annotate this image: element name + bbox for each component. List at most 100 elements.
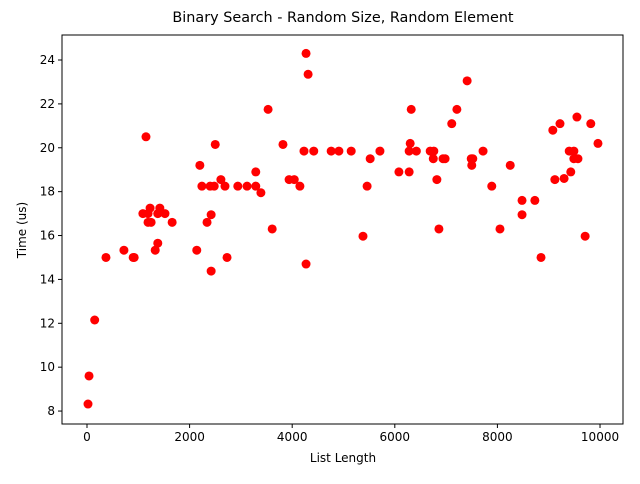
point bbox=[536, 252, 546, 262]
point bbox=[251, 167, 261, 177]
y-tick-label: 20 bbox=[40, 141, 55, 155]
point bbox=[346, 146, 356, 156]
point bbox=[233, 181, 243, 191]
point bbox=[428, 154, 438, 164]
point bbox=[222, 252, 232, 262]
y-axis-label: Time (us) bbox=[15, 202, 29, 259]
point bbox=[462, 76, 472, 86]
point bbox=[569, 146, 579, 156]
y-tick-label: 24 bbox=[40, 53, 55, 67]
y-tick-label: 14 bbox=[40, 272, 55, 286]
point bbox=[197, 181, 207, 191]
x-tick-label: 0 bbox=[83, 430, 91, 444]
point bbox=[195, 160, 205, 170]
point bbox=[468, 154, 478, 164]
point bbox=[411, 146, 421, 156]
point bbox=[167, 217, 177, 227]
point bbox=[206, 266, 216, 276]
axes-frame bbox=[61, 34, 624, 425]
x-tick-label: 10000 bbox=[581, 430, 619, 444]
point bbox=[447, 119, 457, 129]
y-tick-label: 12 bbox=[40, 316, 55, 330]
point bbox=[278, 139, 288, 149]
point bbox=[362, 181, 372, 191]
point bbox=[334, 146, 344, 156]
point bbox=[301, 259, 311, 269]
point bbox=[242, 181, 252, 191]
point bbox=[90, 315, 100, 325]
point bbox=[160, 209, 170, 219]
point bbox=[216, 175, 226, 185]
point bbox=[573, 154, 583, 164]
point bbox=[432, 175, 442, 185]
point bbox=[467, 160, 477, 170]
y-tick-label: 16 bbox=[40, 229, 55, 243]
point bbox=[586, 119, 596, 129]
point bbox=[517, 210, 527, 220]
point bbox=[358, 231, 368, 241]
point bbox=[295, 181, 305, 191]
point bbox=[210, 139, 220, 149]
point bbox=[202, 217, 212, 227]
point bbox=[153, 238, 163, 248]
point bbox=[84, 371, 94, 381]
point bbox=[405, 138, 415, 148]
point bbox=[206, 210, 216, 220]
plot-area bbox=[83, 48, 603, 409]
x-tick-label: 6000 bbox=[380, 430, 411, 444]
point bbox=[550, 175, 560, 185]
point bbox=[548, 125, 558, 135]
point bbox=[192, 245, 202, 255]
point bbox=[505, 160, 515, 170]
point bbox=[530, 195, 540, 205]
point bbox=[593, 138, 603, 148]
point bbox=[119, 245, 129, 255]
x-tick-label: 8000 bbox=[482, 430, 513, 444]
x-axis-label: List Length bbox=[310, 451, 376, 465]
point bbox=[555, 119, 565, 129]
point bbox=[129, 252, 139, 262]
point bbox=[309, 146, 319, 156]
point bbox=[495, 224, 505, 234]
point bbox=[251, 181, 261, 191]
point bbox=[150, 245, 160, 255]
point bbox=[394, 167, 404, 177]
y-tick-label: 18 bbox=[40, 185, 55, 199]
point bbox=[289, 175, 299, 185]
point bbox=[326, 146, 336, 156]
x-tick-label: 2000 bbox=[174, 430, 205, 444]
point bbox=[487, 181, 497, 191]
point bbox=[301, 48, 311, 58]
point bbox=[83, 399, 93, 409]
point bbox=[434, 224, 444, 234]
y-tick-label: 8 bbox=[47, 404, 55, 418]
point bbox=[209, 181, 219, 191]
point bbox=[267, 224, 277, 234]
x-tick-label: 4000 bbox=[277, 430, 308, 444]
point bbox=[559, 173, 569, 183]
chart-title: Binary Search - Random Size, Random Elem… bbox=[172, 10, 514, 26]
point bbox=[566, 167, 576, 177]
point bbox=[365, 154, 375, 164]
point bbox=[303, 69, 313, 79]
point bbox=[580, 231, 590, 241]
point bbox=[263, 104, 273, 114]
point bbox=[429, 146, 439, 156]
y-tick-label: 22 bbox=[40, 97, 55, 111]
point bbox=[404, 167, 414, 177]
point bbox=[256, 188, 266, 198]
point bbox=[404, 146, 414, 156]
point bbox=[145, 203, 155, 213]
point bbox=[452, 104, 462, 114]
point bbox=[101, 252, 111, 262]
point bbox=[299, 146, 309, 156]
point bbox=[406, 104, 416, 114]
point bbox=[375, 146, 385, 156]
point bbox=[440, 154, 450, 164]
y-tick-label: 10 bbox=[40, 360, 55, 374]
point bbox=[146, 217, 156, 227]
point bbox=[141, 132, 151, 142]
point bbox=[220, 181, 230, 191]
